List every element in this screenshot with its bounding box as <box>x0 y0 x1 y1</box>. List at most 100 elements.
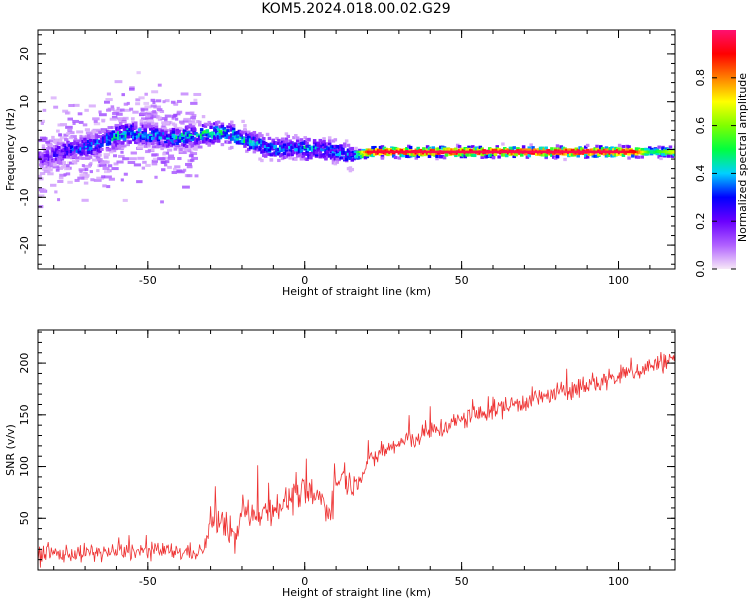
spectrogram-cell <box>371 145 375 150</box>
spectrogram-cell <box>545 150 550 154</box>
spectrogram-cell <box>58 146 65 150</box>
spectrogram-cell <box>70 156 74 160</box>
spectrogram-cell <box>129 107 134 111</box>
spectrogram-cell <box>152 133 157 137</box>
spectrogram-cell <box>135 98 141 102</box>
spectrogram-cell <box>262 150 266 154</box>
spectrogram-cell <box>222 128 227 132</box>
spectrogram-cell <box>201 124 206 128</box>
spectrogram-cell <box>116 106 120 110</box>
spectrogram-cell <box>536 148 541 152</box>
spectrogram-cell <box>282 141 287 145</box>
spectrogram-cell <box>343 144 347 148</box>
spectrogram-cell <box>363 150 367 154</box>
spectrogram-cell <box>128 140 132 144</box>
spectrogram-cell <box>486 152 490 156</box>
spectrogram-cell <box>184 148 192 152</box>
spectrogram-cell <box>135 138 140 143</box>
spectrogram-cell <box>385 150 390 154</box>
spectrogram-cell <box>570 153 575 157</box>
spectrogram-cell <box>527 154 532 158</box>
spectrogram-cell <box>299 157 304 161</box>
spectrogram-cell <box>481 150 486 154</box>
spectrogram-cell <box>380 150 384 154</box>
spectrogram-cell <box>576 154 580 158</box>
spectrogram-cell <box>454 147 458 151</box>
spectrogram-cell <box>331 150 336 155</box>
spectrogram-cell <box>662 150 666 154</box>
spectrogram-cell <box>294 148 298 152</box>
colorbar-gradient <box>712 30 736 269</box>
spectrogram-cell <box>179 134 183 138</box>
spectrogram-cell <box>194 145 203 149</box>
spectrogram-cell <box>501 148 505 153</box>
spectrogram-cell <box>174 117 179 121</box>
spectrogram-cell <box>525 152 530 156</box>
spectrogram-cell <box>59 173 66 177</box>
spectrogram-cell <box>337 157 341 162</box>
spectrogram-cell <box>105 98 113 102</box>
spectrogram-cell <box>454 151 458 156</box>
spectrogram-cell <box>107 135 112 140</box>
spectrogram-cell <box>457 145 462 149</box>
spectrogram-cell <box>103 153 110 157</box>
spectrogram-cell <box>157 83 162 87</box>
spectrogram-cell <box>53 105 59 109</box>
spectrogram-cell <box>41 153 46 158</box>
spectrogram-cell <box>43 162 48 166</box>
spectrogram-cell <box>463 155 468 159</box>
spectrogram-cell <box>88 142 93 147</box>
spectrogram-cell <box>160 133 164 137</box>
spectrogram-cell <box>41 159 46 164</box>
spectrogram-cell <box>600 151 605 155</box>
spectrogram-cell <box>358 156 362 160</box>
spectrogram-cell <box>51 160 55 164</box>
spectrogram-cell <box>339 151 343 155</box>
spectrogram-cell <box>381 150 386 154</box>
spectrogram-cell <box>625 148 629 152</box>
spectrogram-cell <box>337 152 341 157</box>
spectrogram-cell <box>476 147 481 151</box>
spectrogram-cell <box>535 152 539 156</box>
spectrogram-cell <box>158 131 162 136</box>
spectrogram-cell <box>400 150 405 154</box>
spectrogram-cell <box>102 139 106 144</box>
spectrogram-cell <box>584 145 588 149</box>
spectrogram-cell <box>235 141 240 145</box>
spectrogram-cell <box>354 146 358 150</box>
spectrogram-cell <box>536 152 541 156</box>
spectrogram-cell <box>292 136 296 140</box>
spectrogram-cell <box>43 166 48 170</box>
spectrogram-cell <box>471 153 475 157</box>
spectrogram-cell <box>248 142 253 146</box>
spectrogram-cell <box>250 134 255 138</box>
spectrogram-cell <box>495 145 500 149</box>
spectrogram-cell <box>661 147 665 151</box>
spectrogram-cell <box>303 145 307 149</box>
spectrogram-cell <box>346 155 351 159</box>
spectrogram-cell <box>181 138 185 142</box>
spectrogram-cell <box>292 157 296 161</box>
spectrogram-cell <box>320 141 324 146</box>
spectrogram-cell <box>60 165 65 169</box>
spectrogram-cell <box>265 152 270 156</box>
spectrogram-cell <box>589 152 594 156</box>
spectrogram-cell <box>365 153 370 157</box>
spectrogram-cell <box>493 150 497 154</box>
spectrogram-cell <box>71 151 76 155</box>
spectrogram-cell <box>658 150 663 154</box>
spectrogram-cell <box>140 107 149 111</box>
spectrogram-cell <box>326 149 330 153</box>
spectrogram-cell <box>186 165 193 169</box>
spectrogram-cell <box>63 133 69 137</box>
spectrogram-cell <box>85 131 93 135</box>
spectrogram-cell <box>118 136 123 140</box>
spectrogram-cell <box>45 140 51 144</box>
spectrogram-cell <box>493 148 498 153</box>
spectrogram-cell <box>367 148 371 152</box>
spectrogram-cell <box>418 152 422 157</box>
spectrogram-cell <box>168 128 174 132</box>
spectrogram-cell <box>459 153 464 157</box>
spectrogram-cell <box>203 124 208 128</box>
spectrogram-cell <box>75 158 80 163</box>
